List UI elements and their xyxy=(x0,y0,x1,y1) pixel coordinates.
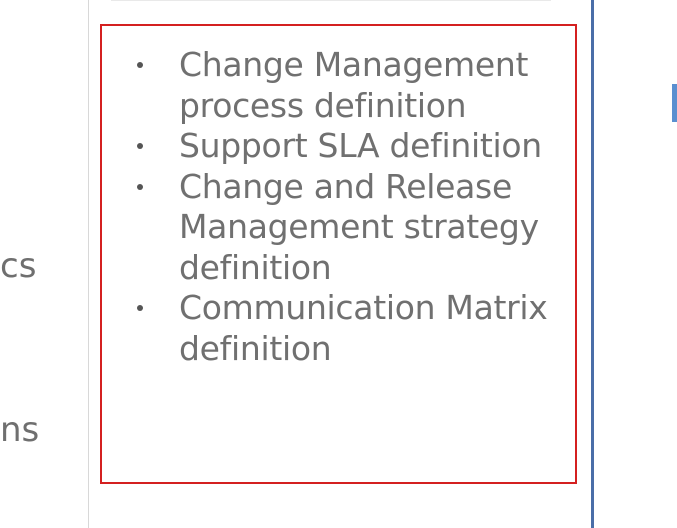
list-item: Communication Matrix definition xyxy=(133,288,573,369)
list-item-text: Change Management process definition xyxy=(179,45,529,125)
bullet-icon xyxy=(137,143,143,149)
content-card: Change Management process definition Sup… xyxy=(88,0,594,528)
list-item: Support SLA definition xyxy=(133,126,573,167)
highlight-selection-box: Change Management process definition Sup… xyxy=(100,24,577,484)
right-edge-accent xyxy=(672,84,677,122)
bullet-icon xyxy=(137,183,143,190)
left-column-text-fragment: ns xyxy=(0,410,40,450)
deliverables-list: Change Management process definition Sup… xyxy=(133,45,573,369)
list-item: Change and Release Management strategy d… xyxy=(133,167,573,289)
left-column-text-fragment: cs xyxy=(0,246,37,286)
card-top-divider xyxy=(111,0,551,1)
bullet-icon xyxy=(137,305,143,311)
list-item-text: Change and Release Management strategy d… xyxy=(179,166,539,287)
list-item-text: Support SLA definition xyxy=(179,126,542,165)
bullet-icon xyxy=(137,62,143,68)
list-item: Change Management process definition xyxy=(133,45,573,126)
list-item-text: Communication Matrix definition xyxy=(179,288,548,368)
